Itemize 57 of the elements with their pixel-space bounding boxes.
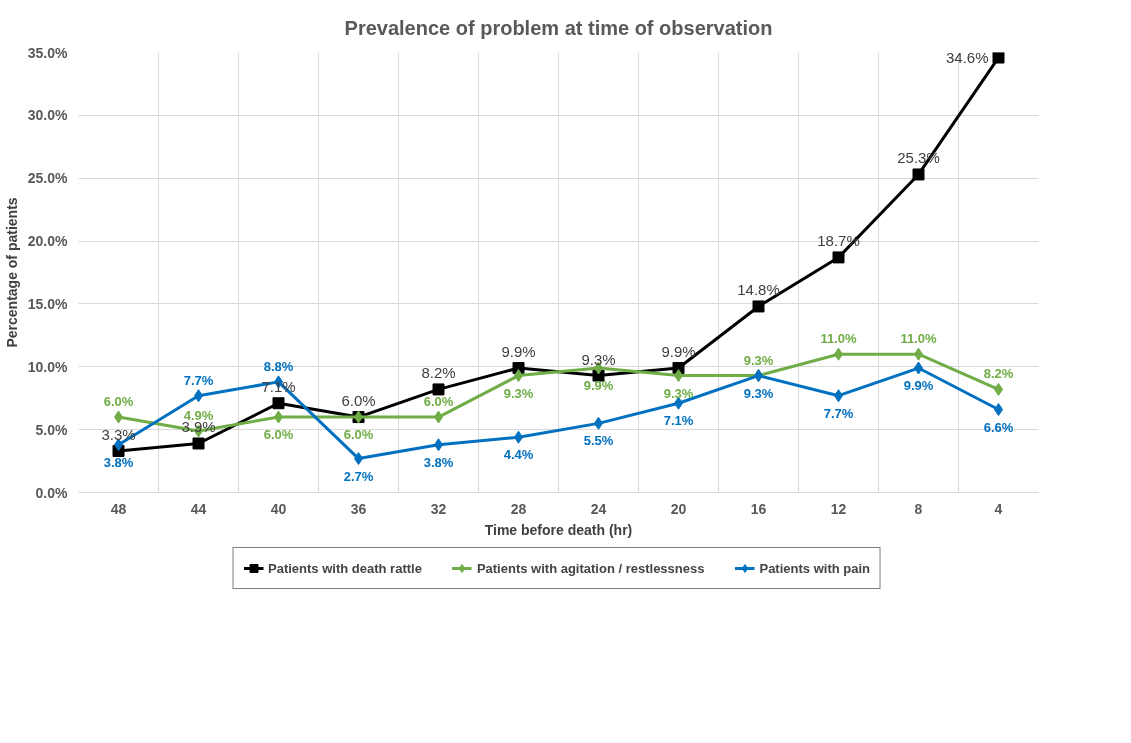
chart-title: Prevalence of problem at time of observation [344,16,773,39]
x-tick-label: 32 [430,500,447,517]
y-tick-label: 25.0% [27,170,69,187]
x-tick-label: 16 [750,500,767,517]
y-tick-label: 10.0% [27,358,69,375]
x-tick-label: 12 [830,500,847,517]
x-tick-label: 20 [670,500,687,517]
data-label: 3.8% [103,454,134,470]
data-label: 9.9% [903,378,934,394]
y-tick-label: 5.0% [35,421,69,438]
data-label: 6.0% [423,394,454,410]
data-label: 4.4% [503,447,534,463]
data-label: 9.3% [581,350,616,368]
data-label: 6.0% [103,394,134,410]
y-tick-label: 0.0% [35,484,69,501]
data-label: 6.6% [983,419,1014,435]
y-tick-label: 30.0% [27,107,69,124]
y-tick-label: 20.0% [27,233,69,250]
data-label: 34.6% [945,49,989,67]
data-label: 5.5% [583,433,614,449]
data-label: 14.8% [737,281,780,299]
data-label: 9.3% [743,352,774,368]
data-label: 7.7% [183,372,214,388]
data-label: 11.0% [900,331,938,347]
x-tick-label: 24 [590,500,607,517]
data-label: 6.0% [343,427,374,443]
x-tick-label: 44 [190,500,207,517]
x-axis-title: Time before death (hr) [484,521,633,538]
x-tick-label: 8 [914,500,923,517]
data-label: 9.3% [503,385,534,401]
x-tick-label: 48 [110,500,127,517]
data-label: 7.1% [663,413,694,429]
data-label: 7.7% [823,405,854,421]
data-label: 2.7% [343,468,374,484]
data-label: 9.9% [501,343,536,361]
data-label: 8.8% [263,358,294,374]
x-tick-label: 28 [510,500,527,517]
data-label: 3.3% [101,426,136,444]
data-label: 11.0% [820,331,858,347]
x-tick-label: 36 [350,500,367,517]
data-label: 3.8% [423,454,454,470]
y-tick-label: 15.0% [27,295,69,312]
y-axis-title: Percentage of patients [3,197,20,348]
data-label: 6.0% [341,392,376,410]
data-label: 9.9% [661,343,696,361]
legend-label: Patients with death rattle [268,560,422,576]
legend-label: Patients with pain [759,560,870,576]
data-label: 6.0% [263,427,294,443]
x-tick-label: 4 [994,500,1003,517]
data-label: 9.3% [743,385,774,401]
data-label: 9.9% [583,378,614,394]
data-label: 9.3% [663,385,694,401]
x-tick-label: 40 [270,500,287,517]
data-label: 8.2% [983,366,1014,382]
data-label: 8.2% [421,364,456,382]
y-tick-label: 35.0% [27,44,69,61]
legend-label: Patients with agitation / restlessness [476,560,705,576]
